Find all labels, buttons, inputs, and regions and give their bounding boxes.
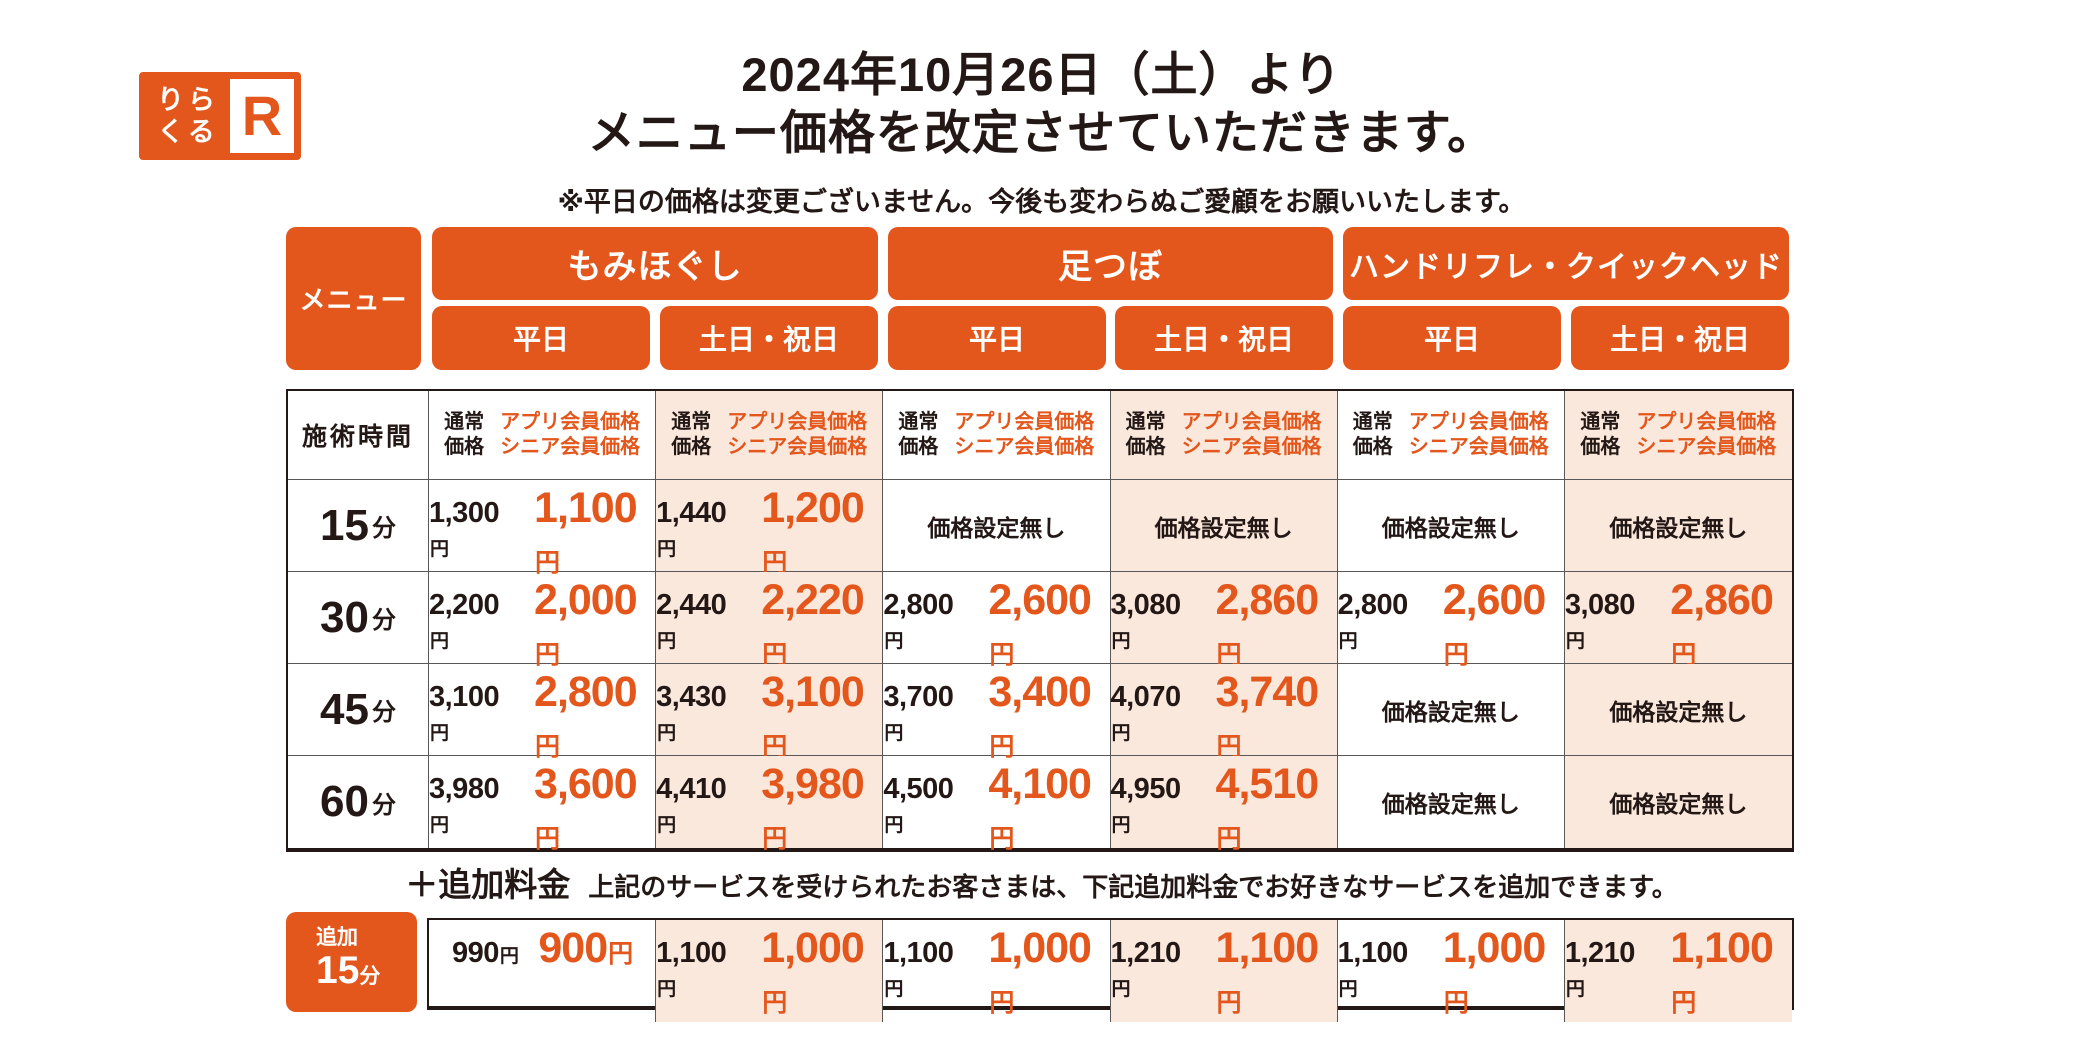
logo-kana-top: りら — [157, 85, 219, 115]
addon-price-cell: 1,210円 1,100円 — [1110, 920, 1338, 1022]
title-line-1: 2024年10月26日（土）より — [741, 48, 1342, 101]
no-price-cell: 価格設定無し — [1337, 480, 1565, 572]
price-cell: 3,080円 2,860円 — [1564, 572, 1792, 669]
day-header-weekday-3: 平日 — [1343, 306, 1561, 370]
logo-kana-bottom: くる — [157, 117, 219, 147]
price-cell: 3,980円 3,600円 — [429, 756, 657, 853]
menu-header-cell: メニュー — [286, 227, 421, 370]
col-header-prices: 通常 価格 アプリ会員価格 シニア会員価格 — [429, 391, 657, 480]
day-header-weekday-2: 平日 — [888, 306, 1106, 370]
price-cell: 2,800円 2,600円 — [883, 572, 1111, 669]
price-cell: 4,410円 3,980円 — [656, 756, 884, 853]
page-title: 2024年10月26日（土）より メニュー価格を改定させていただきます。 — [0, 46, 2083, 162]
addon-price-cell: 990円 900円 — [429, 920, 657, 1022]
price-cell: 3,080円 2,860円 — [1110, 572, 1338, 669]
service-header-ashitsubo: 足つぼ — [888, 227, 1333, 300]
price-table: 施術時間 通常 価格 アプリ会員価格 シニア会員価格 通常 価格 アプリ会員価格 シニア… — [286, 389, 1794, 853]
logo-r-mark: R — [230, 79, 294, 153]
no-price-cell: 価格設定無し — [1564, 664, 1792, 756]
col-header-prices: 通常 価格 アプリ会員価格 シニア会員価格 — [1110, 391, 1338, 480]
no-price-cell: 価格設定無し — [1338, 756, 1565, 848]
duration-30min: 30 分 — [288, 572, 429, 664]
title-line-2: メニュー価格を改定させていただきます。 — [587, 106, 1496, 159]
col-header-prices: 通常 価格 アプリ会員価格 シニア会員価格 — [1337, 391, 1565, 480]
addon-note: ＋追加料金 上記のサービスを受けられたお客さまは、下記追加料金でお好きなサービスを… — [0, 858, 2083, 906]
price-cell: 4,950円 4,510円 — [1110, 756, 1338, 853]
duration-45min: 45 分 — [288, 664, 429, 756]
price-cell: 1,300円 1,100円 — [429, 480, 657, 577]
no-price-cell: 価格設定無し — [1564, 480, 1792, 572]
price-cell: 3,100円 2,800円 — [429, 664, 657, 761]
price-cell: 3,700円 3,400円 — [883, 664, 1111, 761]
logo-kana: りら くる — [146, 85, 230, 147]
no-price-cell: 価格設定無し — [1110, 480, 1338, 572]
price-cell: 2,800円 2,600円 — [1337, 572, 1565, 669]
addon-price-cell: 1,100円 1,000円 — [1338, 920, 1565, 1022]
price-cell: 4,500円 4,100円 — [883, 756, 1111, 853]
addon-15min-badge: 追加 15分 — [286, 912, 417, 1012]
day-header-weekend-2: 土日・祝日 — [1115, 306, 1333, 370]
duration-60min: 60 分 — [288, 756, 429, 848]
addon-price-cell: 1,210円 1,100円 — [1564, 920, 1792, 1022]
addon-price-cell: 1,100円 1,000円 — [883, 920, 1111, 1022]
price-cell: 2,440円 2,220円 — [656, 572, 884, 669]
no-price-cell: 価格設定無し — [1337, 664, 1565, 756]
price-cell: 2,200円 2,000円 — [429, 572, 657, 669]
addon-title: ＋追加料金 — [405, 866, 571, 903]
addon-description: 上記のサービスを受けられたお客さまは、下記追加料金でお好きなサービスを追加できま… — [588, 872, 1678, 902]
col-header-prices: 通常 価格 アプリ会員価格 シニア会員価格 — [883, 391, 1111, 480]
col-header-prices: 通常 価格 アプリ会員価格 シニア会員価格 — [1564, 391, 1792, 480]
addon-price-table: 990円 900円 1,100円 1,000円 1,100円 1,000円 1,… — [427, 918, 1794, 1022]
addon-price-cell: 1,100円 1,000円 — [656, 920, 884, 1022]
price-cell: 4,070円 3,740円 — [1110, 664, 1338, 761]
service-header-momihogushi: もみほぐし — [432, 227, 878, 300]
day-header-weekend-1: 土日・祝日 — [660, 306, 878, 370]
col-header-prices: 通常 価格 アプリ会員価格 シニア会員価格 — [656, 391, 884, 480]
subtitle-note: ※平日の価格は変更ございません。今後も変わらぬご愛顧をお願いいたします。 — [557, 187, 1526, 217]
service-header-handrefle-quickhead: ハンドリフレ・クイックヘッド — [1343, 227, 1789, 300]
price-cell: 3,430円 3,100円 — [656, 664, 884, 761]
col-header-duration: 施術時間 — [288, 391, 429, 480]
price-cell: 1,440円 1,200円 — [656, 480, 884, 577]
no-price-cell: 価格設定無し — [1564, 756, 1792, 848]
no-price-cell: 価格設定無し — [883, 480, 1111, 572]
day-header-weekend-3: 土日・祝日 — [1571, 306, 1789, 370]
rirakuru-logo: りら くる R — [139, 72, 301, 160]
day-header-weekday-1: 平日 — [432, 306, 650, 370]
duration-15min: 15 分 — [288, 480, 429, 572]
